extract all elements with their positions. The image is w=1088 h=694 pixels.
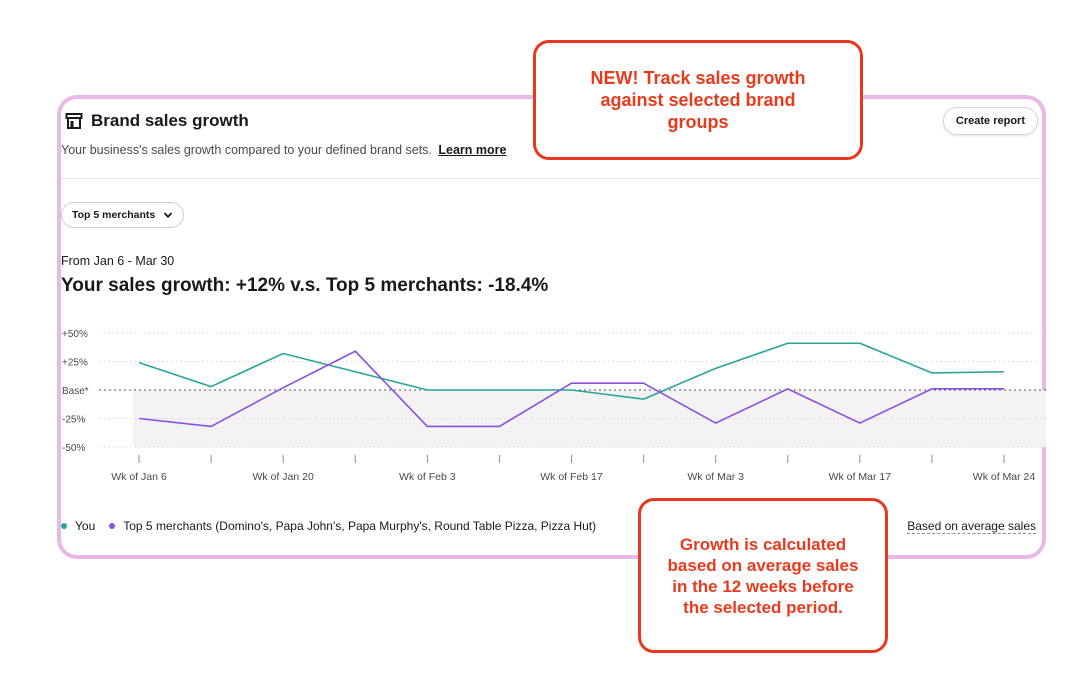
title-row: Brand sales growth — [65, 111, 249, 131]
card-title: Brand sales growth — [91, 111, 249, 130]
growth-calculation-callout: Growth is calculated based on average sa… — [638, 498, 888, 653]
legend-dot-merchants — [109, 523, 116, 529]
brand-set-dropdown[interactable]: Top 5 merchants — [61, 202, 185, 228]
series-line-top-5-merchants — [138, 350, 1004, 428]
store-icon — [65, 113, 83, 129]
chart-legend: You Top 5 merchants (Domino's, Papa John… — [61, 519, 610, 533]
legend-dot-you — [61, 523, 67, 529]
y-tick-label: +25% — [62, 358, 88, 369]
x-tick-label: Wk of Feb 17 — [540, 471, 603, 483]
chevron-down-icon — [164, 212, 173, 219]
new-feature-callout: NEW! Track sales growth against selected… — [533, 40, 863, 160]
y-tick-label: +50% — [62, 329, 88, 340]
y-tick-label: Base* — [62, 386, 89, 397]
create-report-button[interactable]: Create report — [942, 107, 1038, 135]
series-line-you — [138, 342, 1005, 400]
growth-calculation-callout-text: Growth is calculated based on average sa… — [667, 534, 859, 617]
sales-growth-line-chart: +50% +25% Base* -25% -50% Wk of Jan 6 Wk of Ja… — [62, 329, 1046, 483]
x-tick-label: Wk of Jan 20 — [253, 471, 314, 483]
x-tick-label: Wk of Mar 17 — [829, 471, 892, 483]
learn-more-link[interactable]: Learn more — [438, 143, 507, 157]
x-tick-label: Wk of Mar 3 — [687, 471, 744, 483]
brand-sales-growth-card: Brand sales growth Your business's sales… — [57, 95, 1046, 559]
x-tick-label: Wk of Feb 3 — [399, 471, 456, 483]
subtitle-text: Your business's sales growth compared to… — [61, 143, 432, 157]
legend-label-you: You — [75, 519, 96, 533]
legend-item-merchants: Top 5 merchants (Domino's, Papa John's, … — [109, 519, 596, 533]
y-tick-label: -25% — [62, 415, 85, 426]
legend-label-merchants: Top 5 merchants (Domino's, Papa John's, … — [123, 519, 597, 533]
date-range-label: From Jan 6 - Mar 30 — [61, 254, 175, 268]
dropdown-label: Top 5 merchants — [72, 209, 156, 221]
x-tick-label: Wk of Jan 6 — [111, 471, 167, 483]
legend-item-you: You — [61, 519, 95, 533]
new-feature-callout-text: NEW! Track sales growth against selected… — [590, 68, 806, 132]
y-tick-label: -50% — [62, 443, 85, 454]
divider — [61, 178, 1042, 179]
based-on-average-sales-note[interactable]: Based on average sales — [907, 519, 1036, 534]
card-subtitle: Your business's sales growth compared to… — [61, 143, 506, 157]
x-tick-label: Wk of Mar 24 — [973, 471, 1036, 483]
growth-headline: Your sales growth: +12% v.s. Top 5 merch… — [61, 275, 549, 296]
